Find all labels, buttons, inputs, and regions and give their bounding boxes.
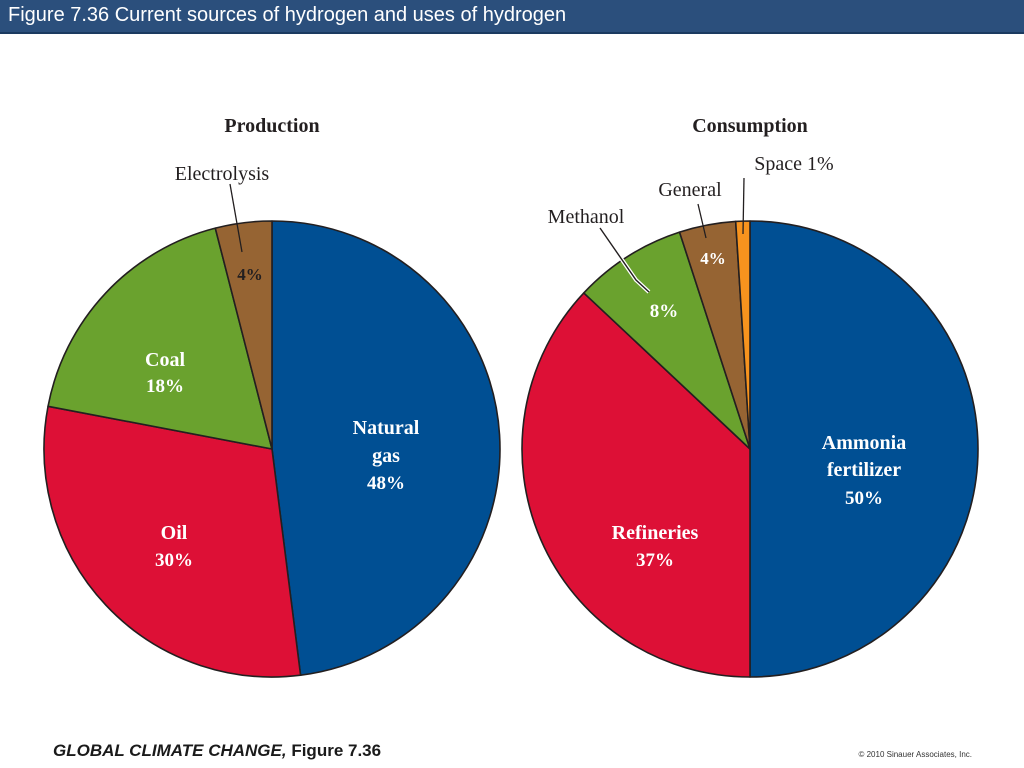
space-leader-line [742, 177, 745, 235]
general-percent: 4% [700, 249, 726, 268]
production-chart: Production Electrolysis 4% Coal 18% Natu… [43, 115, 501, 678]
space-label: Space 1% [754, 153, 833, 175]
production-pie [43, 220, 501, 678]
consumption-slice-methanol [583, 231, 751, 450]
production-slice-natural-gas [271, 220, 501, 676]
production-slice-coal [47, 227, 273, 450]
title-bar: Figure 7.36 Current sources of hydrogen … [0, 0, 1024, 34]
methanol-leader-line-core [599, 227, 650, 293]
footer-copyright: © 2010 Sinauer Associates, Inc. [858, 750, 972, 759]
methanol-percent: 8% [650, 301, 679, 322]
coal-percent: 18% [146, 376, 184, 397]
production-slice-oil [43, 405, 302, 678]
oil-percent: 30% [155, 550, 193, 571]
consumption-title: Consumption [692, 115, 808, 137]
general-label: General [658, 179, 722, 201]
electrolysis-percent: 4% [237, 265, 263, 284]
methanol-label: Methanol [548, 206, 625, 228]
consumption-pie [521, 220, 979, 678]
footer-figure-number: Figure 7.36 [291, 741, 382, 760]
consumption-chart: Consumption Space 1% General Methanol 4%… [521, 115, 979, 678]
oil-label: Oil [161, 522, 188, 544]
refineries-label: Refineries [612, 522, 699, 544]
electrolysis-leader-line [229, 183, 243, 253]
production-slice-electrolysis [214, 220, 273, 450]
general-leader-line [697, 203, 707, 239]
natural-gas-label-line1: Natural [353, 417, 420, 439]
ammonia-percent: 50% [845, 488, 883, 509]
coal-label: Coal [145, 349, 185, 371]
natural-gas-label-line2: gas [372, 445, 400, 467]
electrolysis-label: Electrolysis [175, 163, 270, 185]
footer-citation: GLOBAL CLIMATE CHANGE, Figure 7.36 [53, 741, 381, 761]
production-title: Production [224, 115, 319, 137]
ammonia-label-line2: fertilizer [827, 459, 901, 481]
consumption-slice-refineries [521, 292, 751, 678]
footer-book-title: GLOBAL CLIMATE CHANGE, [53, 741, 287, 760]
slide-title: Figure 7.36 Current sources of hydrogen … [8, 4, 567, 26]
refineries-percent: 37% [636, 550, 674, 571]
ammonia-label-line1: Ammonia [822, 432, 906, 454]
natural-gas-percent: 48% [367, 473, 405, 494]
consumption-slice-ammonia-fertilizer [749, 220, 979, 678]
